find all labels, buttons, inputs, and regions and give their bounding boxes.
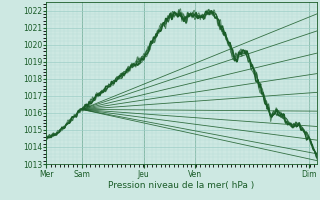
X-axis label: Pression niveau de la mer( hPa ): Pression niveau de la mer( hPa ) bbox=[108, 181, 255, 190]
